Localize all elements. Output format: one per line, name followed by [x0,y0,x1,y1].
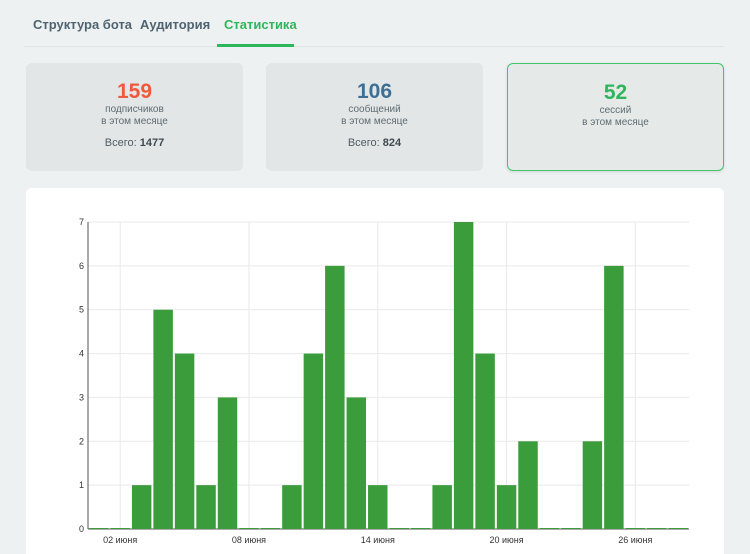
sessions-count: 52 [603,81,628,104]
bar [410,528,431,529]
bar [582,441,603,529]
y-tick-label: 0 [79,524,84,534]
bar [153,309,173,529]
bar [432,485,452,529]
bar [539,528,560,529]
subscribers-total-label: Всего: [104,137,137,149]
subscribers-count: 159 [116,80,153,103]
bar [625,528,646,529]
x-tick-label: 02 июня [103,535,137,545]
tab-bot-structure[interactable]: Структура бота [33,17,133,32]
bar [561,528,581,529]
sessions-bar-chart: 0 1 2 3 4 5 6 7 02 июня 08 июня 14 июня 20 июня 26 и… [79,217,689,545]
bar [518,441,538,529]
bar [389,528,409,529]
x-tick-label: 20 июня [489,535,523,545]
bar [346,397,367,529]
bar [303,353,324,529]
y-tick-label: 5 [79,305,84,315]
messages-total-value: 824 [382,137,402,149]
sessions-card[interactable]: 52 сессий в этом месяце [507,63,724,171]
tab-audience[interactable]: Аудитория [140,17,211,32]
subscribers-total: Всего: 1477 [26,137,243,149]
messages-total: Всего: 824 [266,137,483,149]
bar [217,397,238,529]
tab-bar: Структура бота Аудитория Статистика [24,0,724,47]
sessions-period: в этом месяце [582,117,649,128]
bar [260,528,281,529]
messages-total-label: Всего: [347,137,380,149]
y-tick-label: 1 [79,480,84,490]
bar [496,485,517,529]
messages-label: сообщений [348,104,401,115]
messages-card[interactable]: 106 сообщений в этом месяце Всего: 824 [266,63,483,171]
y-tick-label: 2 [79,436,84,446]
bar [110,528,130,529]
tab-statistics[interactable]: Статистика [224,17,297,32]
bar [282,485,302,529]
messages-period: в этом месяце [341,116,408,127]
bar [668,528,688,529]
messages-count: 106 [356,80,393,103]
subscribers-period: в этом месяце [101,116,168,127]
bar [368,485,388,529]
subscribers-label: подписчиков [105,104,164,115]
subscribers-card[interactable]: 159 подписчиков в этом месяце Всего: 147… [26,63,243,171]
active-tab-indicator [217,44,294,47]
bar [131,485,152,529]
bar [453,222,474,529]
x-tick-label: 26 июня [618,535,652,545]
x-tick-label: 14 июня [361,535,395,545]
chart-panel: 0 1 2 3 4 5 6 7 02 июня 08 июня 14 июня 20 июня 26 и… [26,188,724,554]
y-tick-label: 3 [79,392,84,402]
y-tick-label: 4 [79,349,84,359]
bar [196,485,216,529]
bar [475,353,495,529]
y-tick-label: 7 [79,217,84,227]
bar [647,528,667,529]
bar [604,265,624,529]
y-tick-label: 6 [79,261,84,271]
bar [325,265,345,529]
x-tick-label: 08 июня [232,535,266,545]
sessions-label: сессий [599,105,632,116]
bar [89,528,109,529]
subscribers-total-value: 1477 [139,137,165,149]
bar [239,528,259,529]
bar [174,353,195,529]
